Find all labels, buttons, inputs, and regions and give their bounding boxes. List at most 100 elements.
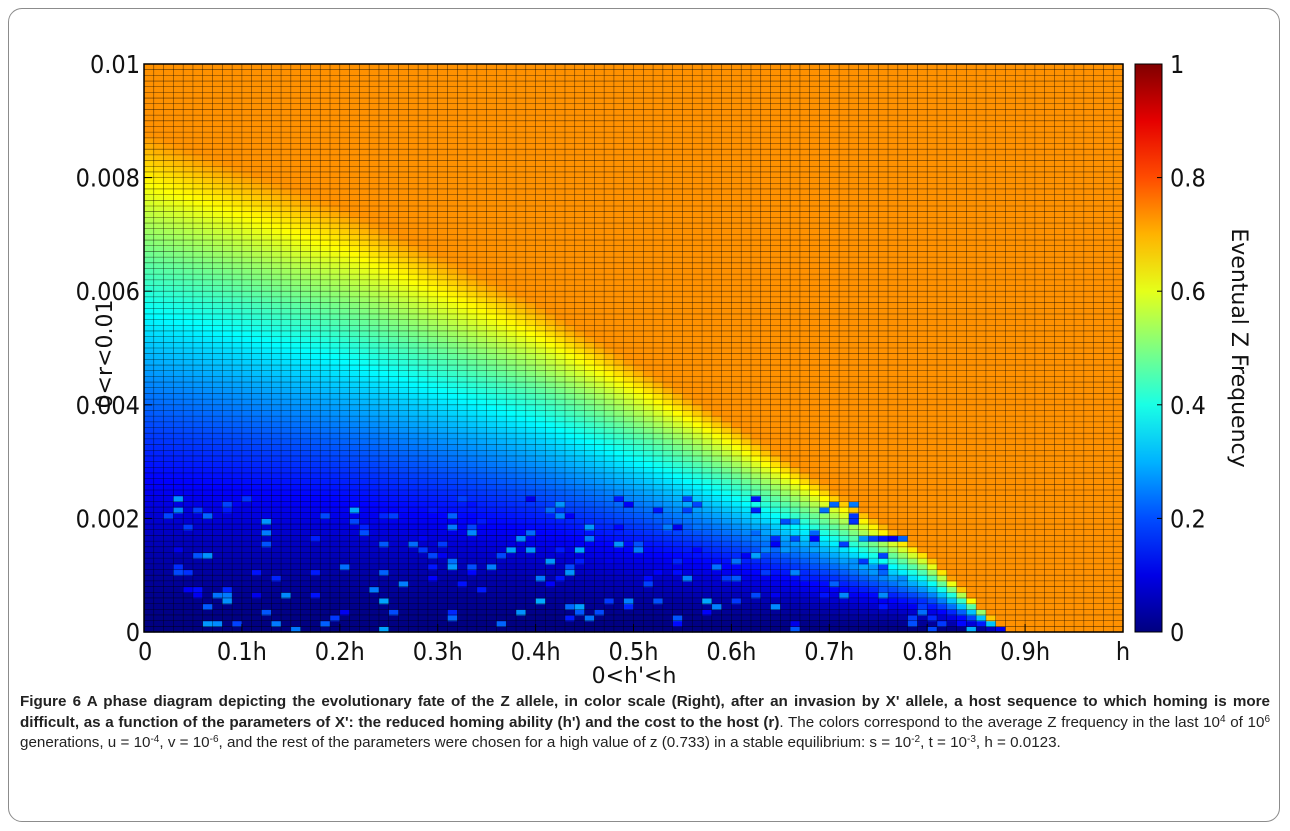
heatmap-cell xyxy=(202,245,214,253)
heatmap-cell xyxy=(388,575,400,582)
heatmap-cell xyxy=(212,308,223,315)
heatmap-cell xyxy=(447,325,458,332)
heatmap-cell xyxy=(476,586,488,593)
heatmap-cell xyxy=(349,200,360,207)
heatmap-cell xyxy=(623,376,635,383)
heatmap-cell xyxy=(330,228,341,235)
heatmap-cell xyxy=(545,183,556,190)
heatmap-cell xyxy=(555,262,566,270)
heatmap-cell xyxy=(467,455,478,463)
heatmap-cell xyxy=(535,126,546,133)
heatmap-cell xyxy=(271,234,282,241)
heatmap-cell xyxy=(163,194,174,201)
heatmap-cell xyxy=(349,592,360,599)
heatmap-cell xyxy=(388,336,400,343)
heatmap-cell xyxy=(437,461,449,468)
heatmap-cell xyxy=(574,461,586,468)
heatmap-cell xyxy=(183,137,194,145)
heatmap-cell xyxy=(535,240,546,247)
heatmap-cell xyxy=(476,223,488,230)
heatmap-cell xyxy=(427,279,439,287)
heatmap-cell xyxy=(153,313,165,321)
heatmap-cell xyxy=(212,353,223,360)
heatmap-cell xyxy=(330,580,341,588)
heatmap-cell xyxy=(555,546,566,554)
heatmap-cell xyxy=(330,64,341,71)
heatmap-cell xyxy=(192,597,204,605)
heatmap-cell xyxy=(330,546,341,554)
heatmap-cell xyxy=(535,223,546,230)
heatmap-cell xyxy=(261,541,272,548)
heatmap-cell xyxy=(144,597,155,605)
heatmap-cell xyxy=(192,569,204,576)
heatmap-cell xyxy=(359,223,370,230)
heatmap-cell xyxy=(349,524,360,531)
heatmap-cell xyxy=(427,296,439,304)
heatmap-cell xyxy=(594,626,605,633)
heatmap-cell xyxy=(623,444,635,451)
heatmap-cell xyxy=(359,444,370,451)
heatmap-cell xyxy=(271,109,282,116)
heatmap-cell xyxy=(613,416,625,423)
heatmap-cell xyxy=(457,484,468,491)
heatmap-cell xyxy=(594,421,605,429)
heatmap-cell xyxy=(604,194,615,201)
heatmap-cell xyxy=(173,609,184,616)
heatmap-cell xyxy=(427,620,439,627)
heatmap-cell xyxy=(555,149,566,156)
heatmap-cell xyxy=(427,501,439,508)
heatmap-cell xyxy=(613,206,625,213)
heatmap-cell xyxy=(212,404,223,412)
heatmap-cell xyxy=(163,206,174,213)
heatmap-cell xyxy=(496,137,507,145)
heatmap-cell xyxy=(447,580,458,588)
heatmap-cell xyxy=(574,251,586,258)
heatmap-cell xyxy=(202,154,214,162)
heatmap-cell xyxy=(496,359,507,366)
heatmap-cell xyxy=(408,251,419,258)
heatmap-cell xyxy=(408,69,419,76)
heatmap-cell xyxy=(545,518,556,525)
heatmap-cell xyxy=(202,137,214,145)
heatmap-cell xyxy=(192,467,204,474)
heatmap-cell xyxy=(144,296,155,304)
heatmap-cell xyxy=(613,313,625,321)
heatmap-cell xyxy=(535,603,546,610)
heatmap-cell xyxy=(564,450,576,457)
heatmap-cell xyxy=(437,86,449,93)
heatmap-cell xyxy=(232,348,243,355)
heatmap-cell xyxy=(251,501,263,508)
heatmap-cell xyxy=(496,353,507,360)
heatmap-cell xyxy=(447,268,458,275)
heatmap-cell xyxy=(447,546,458,554)
heatmap-cell xyxy=(594,484,605,491)
heatmap-cell xyxy=(310,387,321,395)
heatmap-cell xyxy=(271,490,282,497)
heatmap-cell xyxy=(564,86,576,93)
heatmap-cell xyxy=(623,597,635,605)
heatmap-cell xyxy=(496,296,507,304)
heatmap-cell xyxy=(300,603,312,610)
heatmap-cell xyxy=(261,115,272,122)
heatmap-cell xyxy=(241,330,253,338)
heatmap-cell xyxy=(584,535,595,542)
heatmap-cell xyxy=(418,580,429,588)
heatmap-cell xyxy=(427,103,439,111)
heatmap-cell xyxy=(388,228,400,235)
heatmap-cell xyxy=(163,416,174,423)
heatmap-cell xyxy=(222,251,233,258)
heatmap-cell xyxy=(202,228,214,235)
heatmap-cell xyxy=(574,416,586,423)
heatmap-cell xyxy=(594,575,605,582)
heatmap-cell xyxy=(525,240,537,247)
heatmap-cell xyxy=(555,455,566,463)
heatmap-cell xyxy=(330,535,341,542)
heatmap-cell xyxy=(388,98,400,105)
heatmap-cell xyxy=(613,268,625,275)
heatmap-cell xyxy=(222,188,233,196)
heatmap-cell xyxy=(163,365,174,372)
heatmap-cell xyxy=(320,597,331,605)
heatmap-cell xyxy=(271,541,282,548)
heatmap-cell xyxy=(281,103,292,111)
heatmap-cell xyxy=(613,467,625,474)
